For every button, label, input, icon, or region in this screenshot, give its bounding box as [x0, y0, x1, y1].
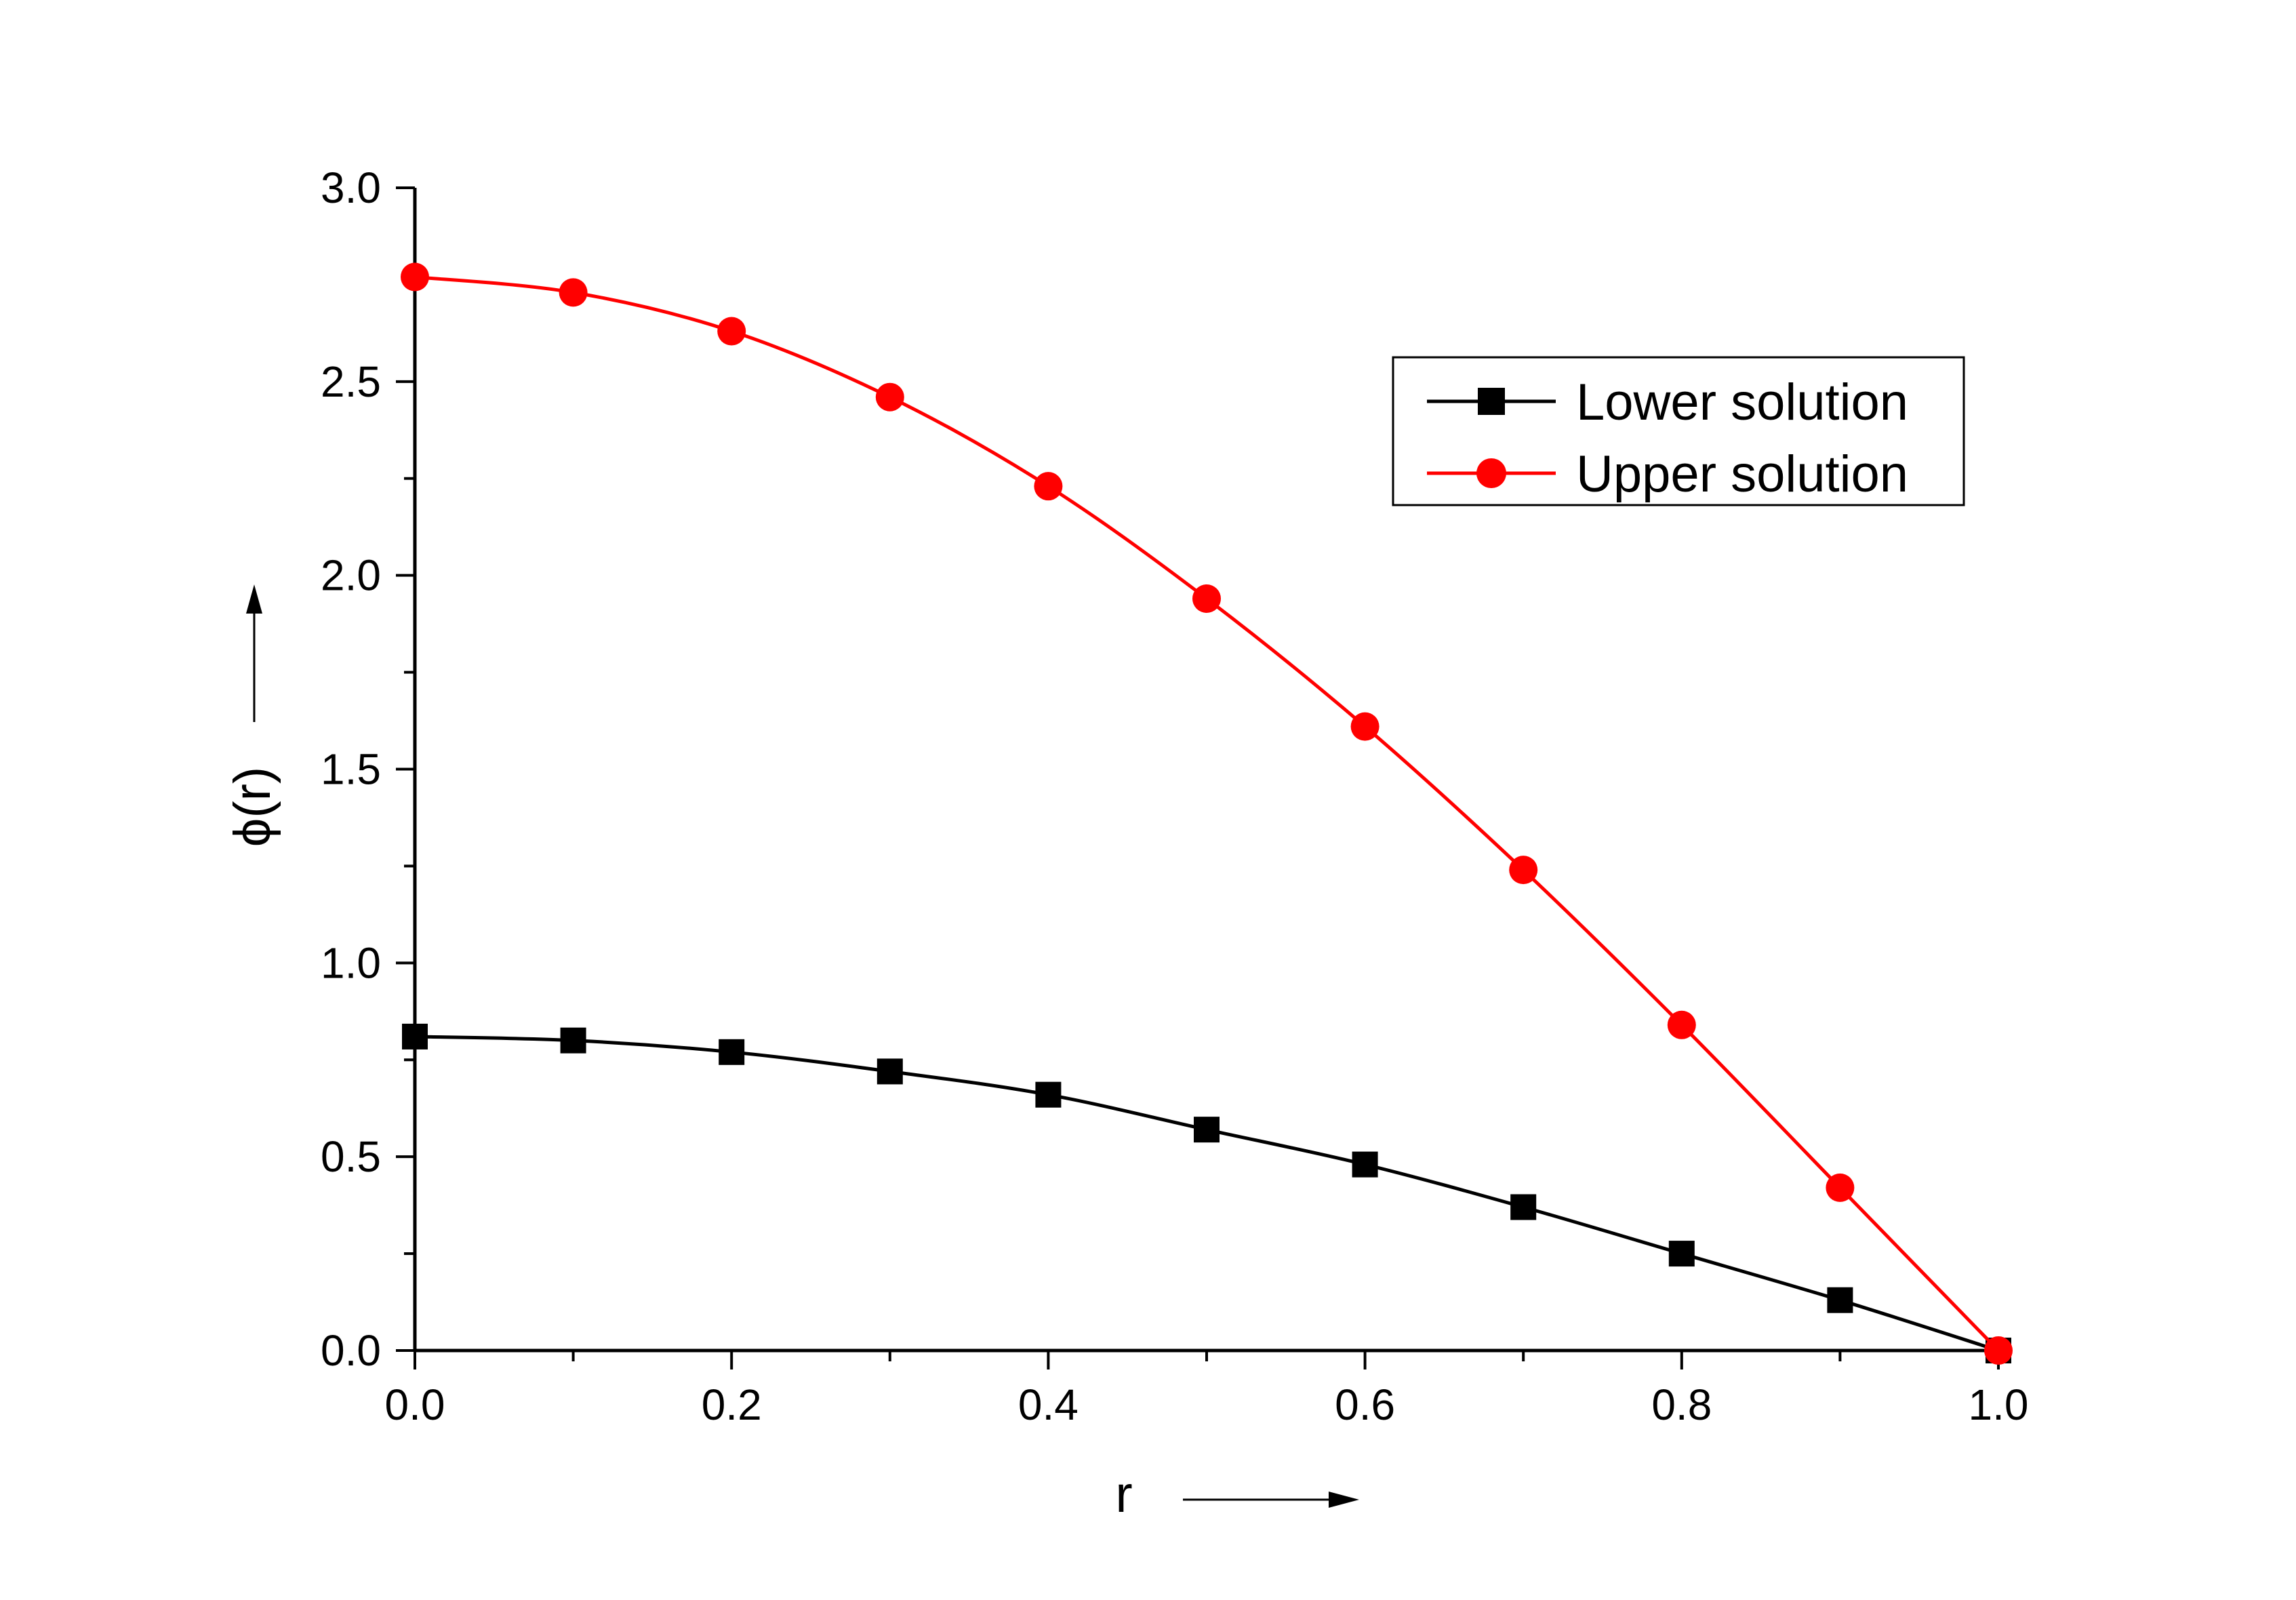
legend-marker-lower	[1478, 388, 1505, 415]
data-point-upper	[401, 262, 429, 292]
y-tick-label: 2.0	[321, 551, 381, 600]
legend-label-upper: Upper solution	[1576, 445, 1908, 503]
x-axis-arrow-head	[1329, 1492, 1359, 1508]
y-tick-label: 0.5	[321, 1132, 381, 1181]
data-point-lower	[1827, 1287, 1853, 1313]
x-tick-label: 0.0	[385, 1380, 445, 1429]
series-layer	[401, 262, 2013, 1365]
x-ticks: 0.0 0.2 0.4 0.6 0.8 1.0	[385, 1351, 2029, 1429]
data-point-lower	[719, 1039, 745, 1065]
x-tick-label: 0.4	[1018, 1380, 1079, 1429]
data-point-lower	[877, 1058, 903, 1085]
y-axis-label-group: ϕ(r)	[224, 584, 281, 847]
data-point-upper	[717, 317, 746, 346]
data-point-lower	[560, 1027, 586, 1054]
data-point-upper	[1350, 712, 1379, 741]
data-point-lower	[402, 1023, 428, 1049]
x-axis-label: r	[1115, 1466, 1132, 1523]
data-point-lower	[1352, 1151, 1378, 1178]
data-point-lower	[1035, 1081, 1062, 1108]
x-tick-label: 0.6	[1335, 1380, 1395, 1429]
data-point-upper	[1667, 1010, 1696, 1039]
data-point-upper	[1509, 856, 1538, 885]
legend-entry-lower: Lower solution	[1427, 374, 1908, 431]
y-axis-arrow-head	[246, 584, 262, 614]
y-tick-label: 0.0	[321, 1326, 381, 1375]
y-axis-label: ϕ(r)	[224, 767, 281, 847]
data-point-lower	[1510, 1194, 1537, 1220]
x-tick-label: 1.0	[1969, 1380, 2029, 1429]
axes: 0.0 0.5 1.0 1.5 2.0 2.5 3.0 0.0 0.2 0.4 0.6 0.8 1.0	[321, 163, 2028, 1429]
data-point-upper	[1984, 1336, 2013, 1365]
y-tick-label: 1.5	[321, 745, 381, 794]
legend-entry-upper: Upper solution	[1427, 445, 1908, 503]
legend-label-lower: Lower solution	[1576, 374, 1908, 431]
x-tick-label: 0.8	[1651, 1380, 1712, 1429]
data-point-lower	[1194, 1117, 1220, 1143]
y-tick-label: 1.0	[321, 938, 381, 987]
y-tick-label: 2.5	[321, 357, 381, 406]
data-point-upper	[875, 382, 904, 412]
data-point-upper	[1192, 584, 1221, 613]
data-point-upper	[1034, 472, 1063, 501]
x-tick-label: 0.2	[702, 1380, 762, 1429]
legend: Lower solution Upper solution	[1392, 356, 1965, 506]
data-point-upper	[559, 278, 588, 307]
y-tick-label: 3.0	[321, 163, 381, 212]
y-ticks: 0.0 0.5 1.0 1.5 2.0 2.5 3.0	[321, 163, 415, 1375]
data-point-upper	[1826, 1173, 1855, 1202]
series-line-upper	[414, 275, 2000, 1352]
data-point-lower	[1668, 1241, 1695, 1267]
legend-marker-upper	[1476, 458, 1506, 488]
x-axis-label-group: r	[1115, 1466, 1359, 1523]
